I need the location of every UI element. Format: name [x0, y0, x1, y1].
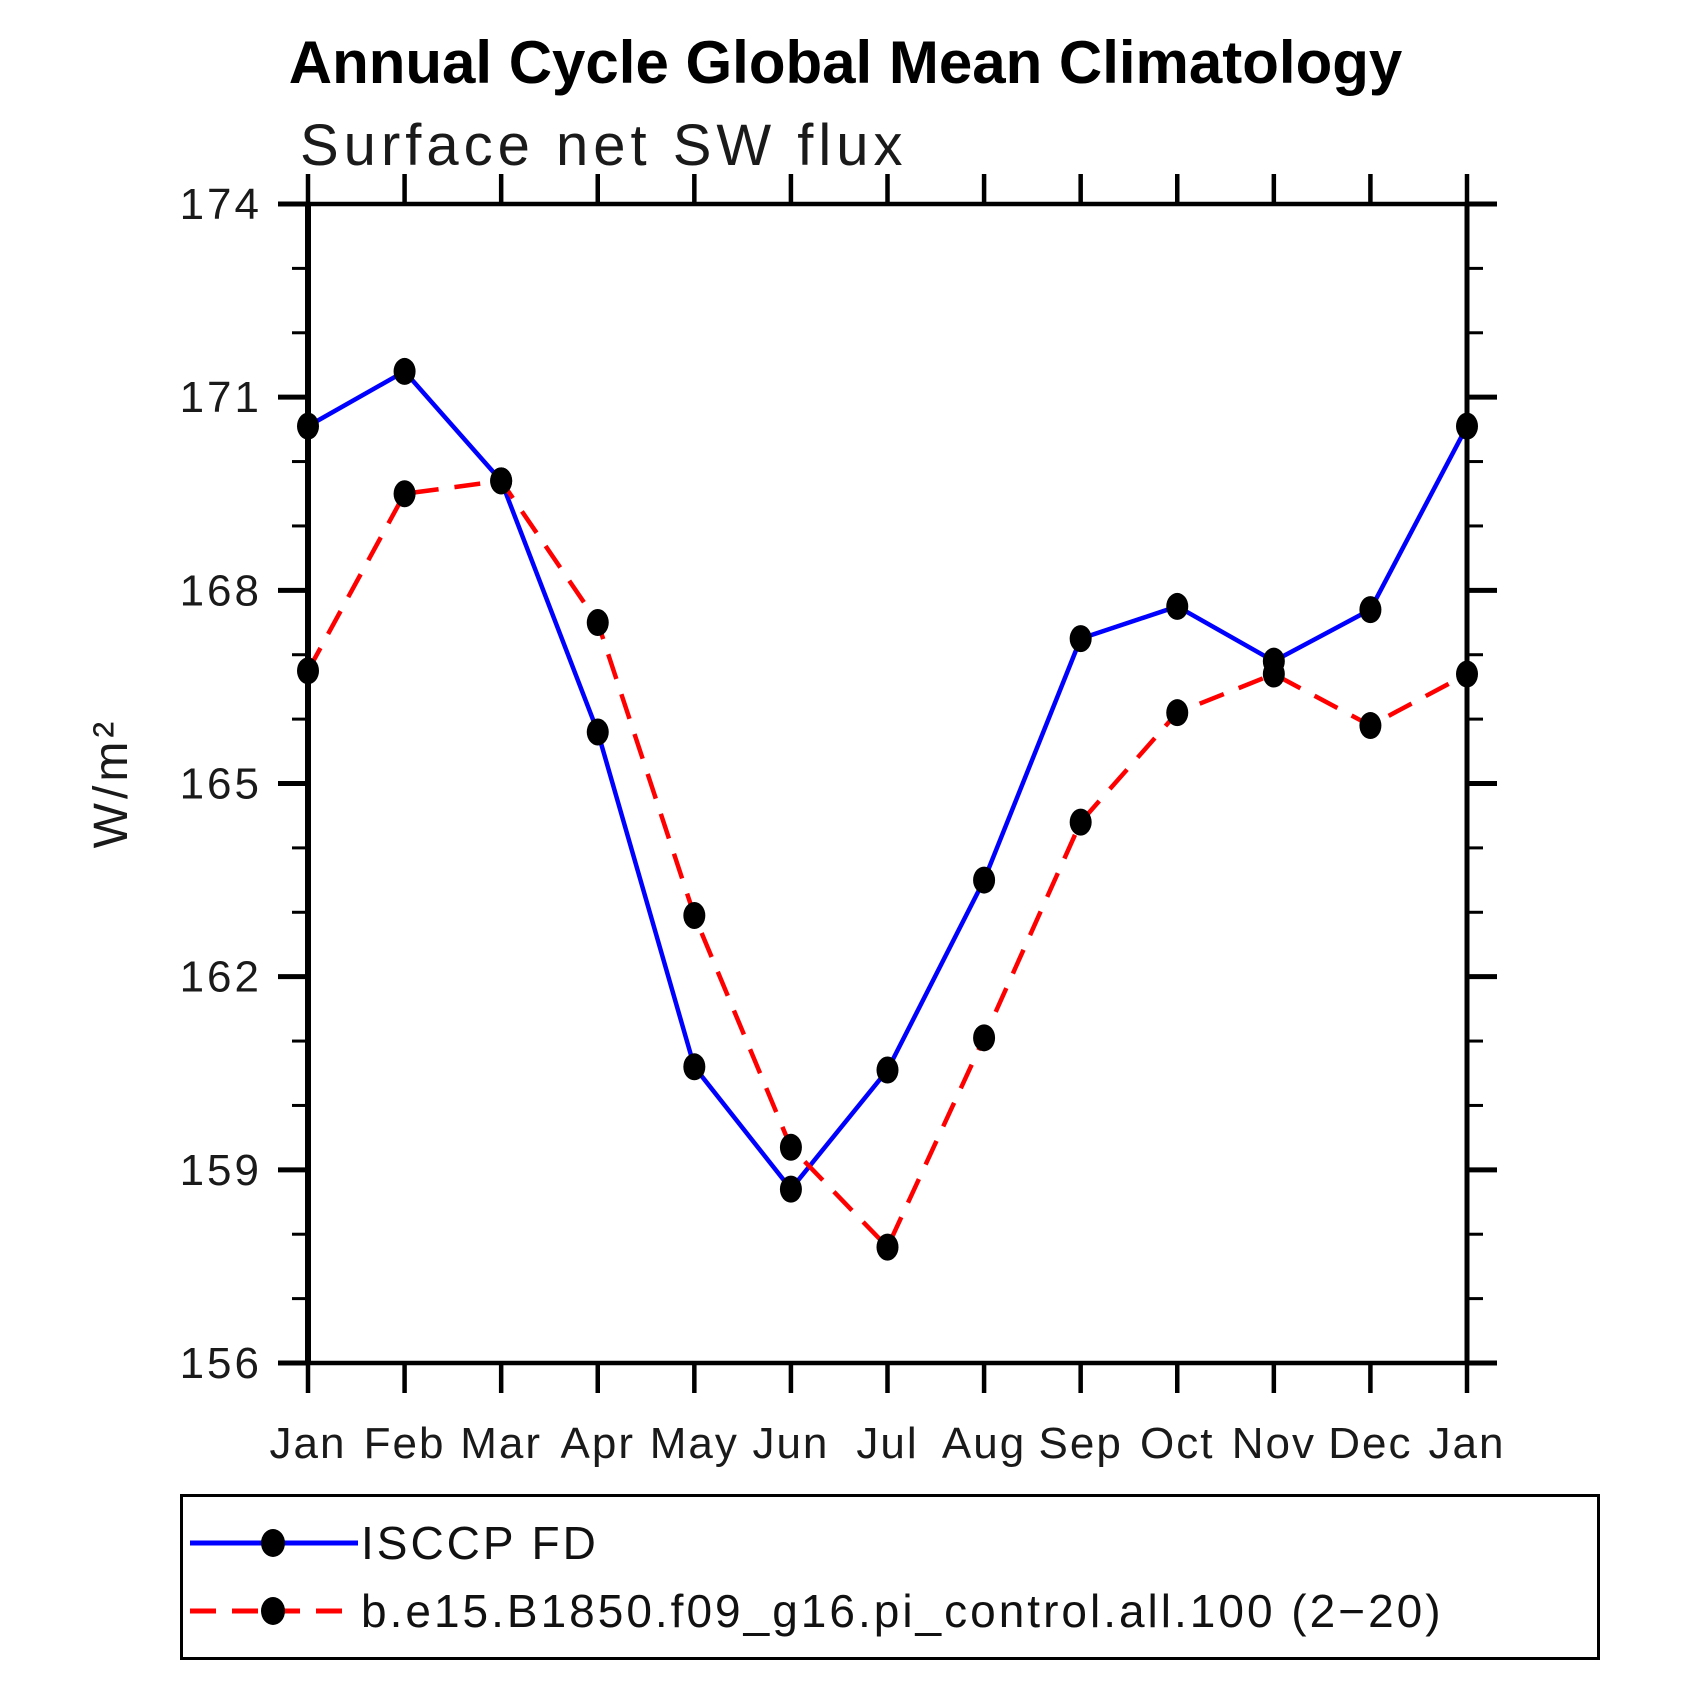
chart-subtitle: Surface net SW flux [300, 113, 908, 178]
legend-dashed-line-marker-icon [190, 1597, 358, 1625]
legend-label-isccp: ISCCP FD [361, 1517, 599, 1569]
y-axis-label: W/m² [85, 717, 138, 849]
legend-row-model: b.e15.B1850.f09_g16.pi_control.all.100 (… [185, 1585, 1444, 1637]
x-tick-label: Nov [1232, 1419, 1316, 1468]
x-tick-label: Jan [1429, 1419, 1506, 1468]
chart-title: Annual Cycle Global Mean Climatology [288, 29, 1403, 96]
y-tick-label: 174 [180, 180, 262, 229]
y-tick-label: 159 [180, 1146, 262, 1195]
x-tick-label: Dec [1328, 1419, 1412, 1468]
y-tick-label: 168 [180, 566, 262, 615]
y-tick-label: 156 [180, 1339, 262, 1388]
y-tick-labels: 156 159 162 165 168 171 174 [180, 180, 262, 1388]
legend-line-marker-icon [190, 1529, 358, 1557]
legend-box: ISCCP FD b.e15.B1850.f09_g16.pi_control.… [180, 1494, 1600, 1660]
x-tick-label: Sep [1039, 1419, 1123, 1468]
x-tick-label: Aug [942, 1419, 1026, 1468]
x-tick-label: Jan [270, 1419, 347, 1468]
y-axis-ticks [278, 201, 1497, 1366]
series-line-1 [306, 478, 1469, 1250]
legend-row-isccp: ISCCP FD [185, 1517, 599, 1569]
x-axis-ticks [305, 174, 1470, 1393]
y-tick-label: 162 [180, 953, 262, 1002]
series-markers-1 [297, 467, 1478, 1261]
x-tick-label: Apr [561, 1419, 635, 1468]
x-tick-label: Mar [460, 1419, 542, 1468]
x-tick-label: Feb [364, 1419, 446, 1468]
y-tick-label: 165 [180, 760, 262, 809]
x-tick-labels: Jan Feb Mar Apr May Jun Jul Aug Sep Oct Nov Dec Jan [270, 1419, 1506, 1468]
x-tick-label: Jul [856, 1419, 918, 1468]
x-tick-label: May [650, 1419, 739, 1468]
x-tick-label: Oct [1140, 1419, 1214, 1468]
y-tick-label: 171 [180, 373, 262, 422]
x-tick-label: Jun [752, 1419, 829, 1468]
legend-label-model: b.e15.B1850.f09_g16.pi_control.all.100 (… [361, 1585, 1444, 1637]
plot-frame [305, 201, 1470, 1366]
